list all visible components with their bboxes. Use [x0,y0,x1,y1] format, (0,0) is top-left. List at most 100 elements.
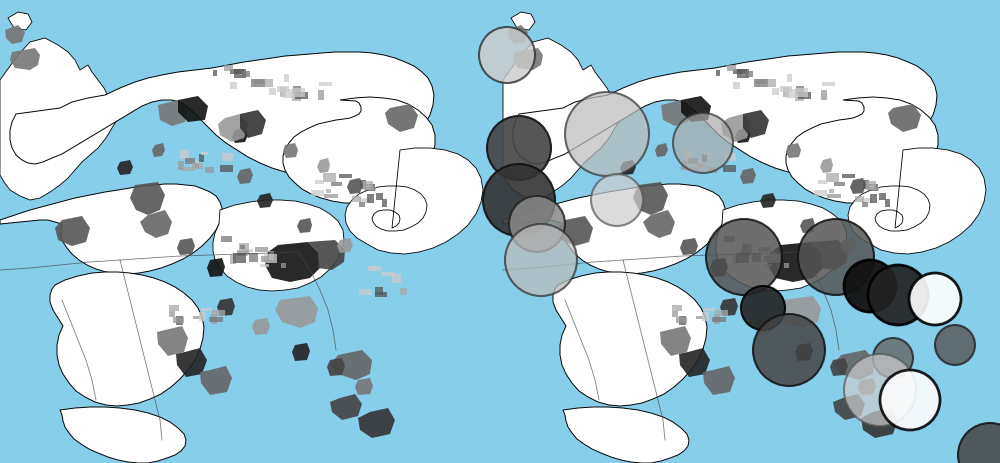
Circle shape [873,338,913,378]
Polygon shape [503,38,621,200]
Circle shape [505,224,577,296]
Polygon shape [347,178,363,194]
Bar [723,164,736,172]
Bar [818,180,827,184]
Bar [211,314,217,324]
Bar [392,274,401,283]
Bar [169,305,179,311]
Polygon shape [680,238,698,255]
Polygon shape [513,48,543,70]
Polygon shape [0,38,118,200]
Bar [727,65,736,71]
Bar [375,292,387,297]
Polygon shape [308,240,345,270]
Bar [672,312,678,317]
Circle shape [741,286,785,330]
Polygon shape [833,350,875,380]
Bar [251,79,265,88]
Polygon shape [508,25,528,44]
Polygon shape [848,148,986,254]
Circle shape [909,273,961,325]
Bar [871,266,879,270]
Bar [331,181,342,186]
Bar [768,80,776,87]
Bar [742,69,746,75]
Polygon shape [217,298,235,316]
Bar [230,69,244,74]
Bar [862,198,872,203]
Bar [763,264,772,267]
Circle shape [673,113,733,173]
Polygon shape [661,100,691,126]
Polygon shape [213,200,344,291]
Polygon shape [327,358,345,376]
Bar [796,86,804,94]
Polygon shape [283,97,435,203]
Circle shape [479,27,535,83]
Polygon shape [265,242,320,282]
Bar [368,266,376,270]
Bar [193,316,202,319]
Polygon shape [795,343,813,361]
Polygon shape [760,193,776,208]
Polygon shape [358,408,395,438]
Polygon shape [840,238,856,253]
Bar [381,272,395,275]
Bar [192,163,203,169]
Polygon shape [679,348,710,377]
Bar [784,263,789,268]
Bar [366,185,371,189]
Bar [283,89,293,98]
Bar [878,292,890,297]
Bar [173,317,184,323]
Bar [375,287,383,295]
Circle shape [880,370,940,430]
Polygon shape [820,158,833,173]
Polygon shape [207,258,225,277]
Bar [745,71,753,76]
Bar [895,274,904,283]
Polygon shape [176,348,207,377]
Polygon shape [292,343,310,361]
Polygon shape [716,200,847,291]
Bar [311,190,324,196]
Bar [292,88,305,97]
Circle shape [798,219,874,295]
Bar [222,153,233,162]
Bar [767,254,780,263]
Polygon shape [178,96,208,122]
Bar [685,167,698,171]
Polygon shape [218,114,248,142]
Bar [255,247,268,252]
Polygon shape [55,216,90,246]
Bar [319,81,332,87]
Polygon shape [830,358,848,376]
Bar [366,187,376,190]
Polygon shape [735,128,751,143]
Polygon shape [50,272,204,406]
Bar [724,237,735,242]
Circle shape [935,325,975,365]
Bar [842,174,855,178]
Polygon shape [553,272,707,406]
Bar [376,194,383,200]
Bar [870,194,877,202]
Bar [754,79,768,88]
Bar [187,161,199,164]
Bar [169,312,175,317]
Bar [372,266,381,270]
Bar [260,264,269,267]
Polygon shape [200,366,232,395]
Bar [715,310,728,316]
Bar [318,90,324,100]
Bar [672,305,682,311]
Polygon shape [60,407,186,463]
Bar [237,250,248,256]
Bar [795,88,808,97]
Bar [240,245,245,249]
Bar [772,251,777,261]
Bar [221,237,232,242]
Bar [359,198,369,203]
Bar [194,163,199,168]
Bar [367,194,374,202]
